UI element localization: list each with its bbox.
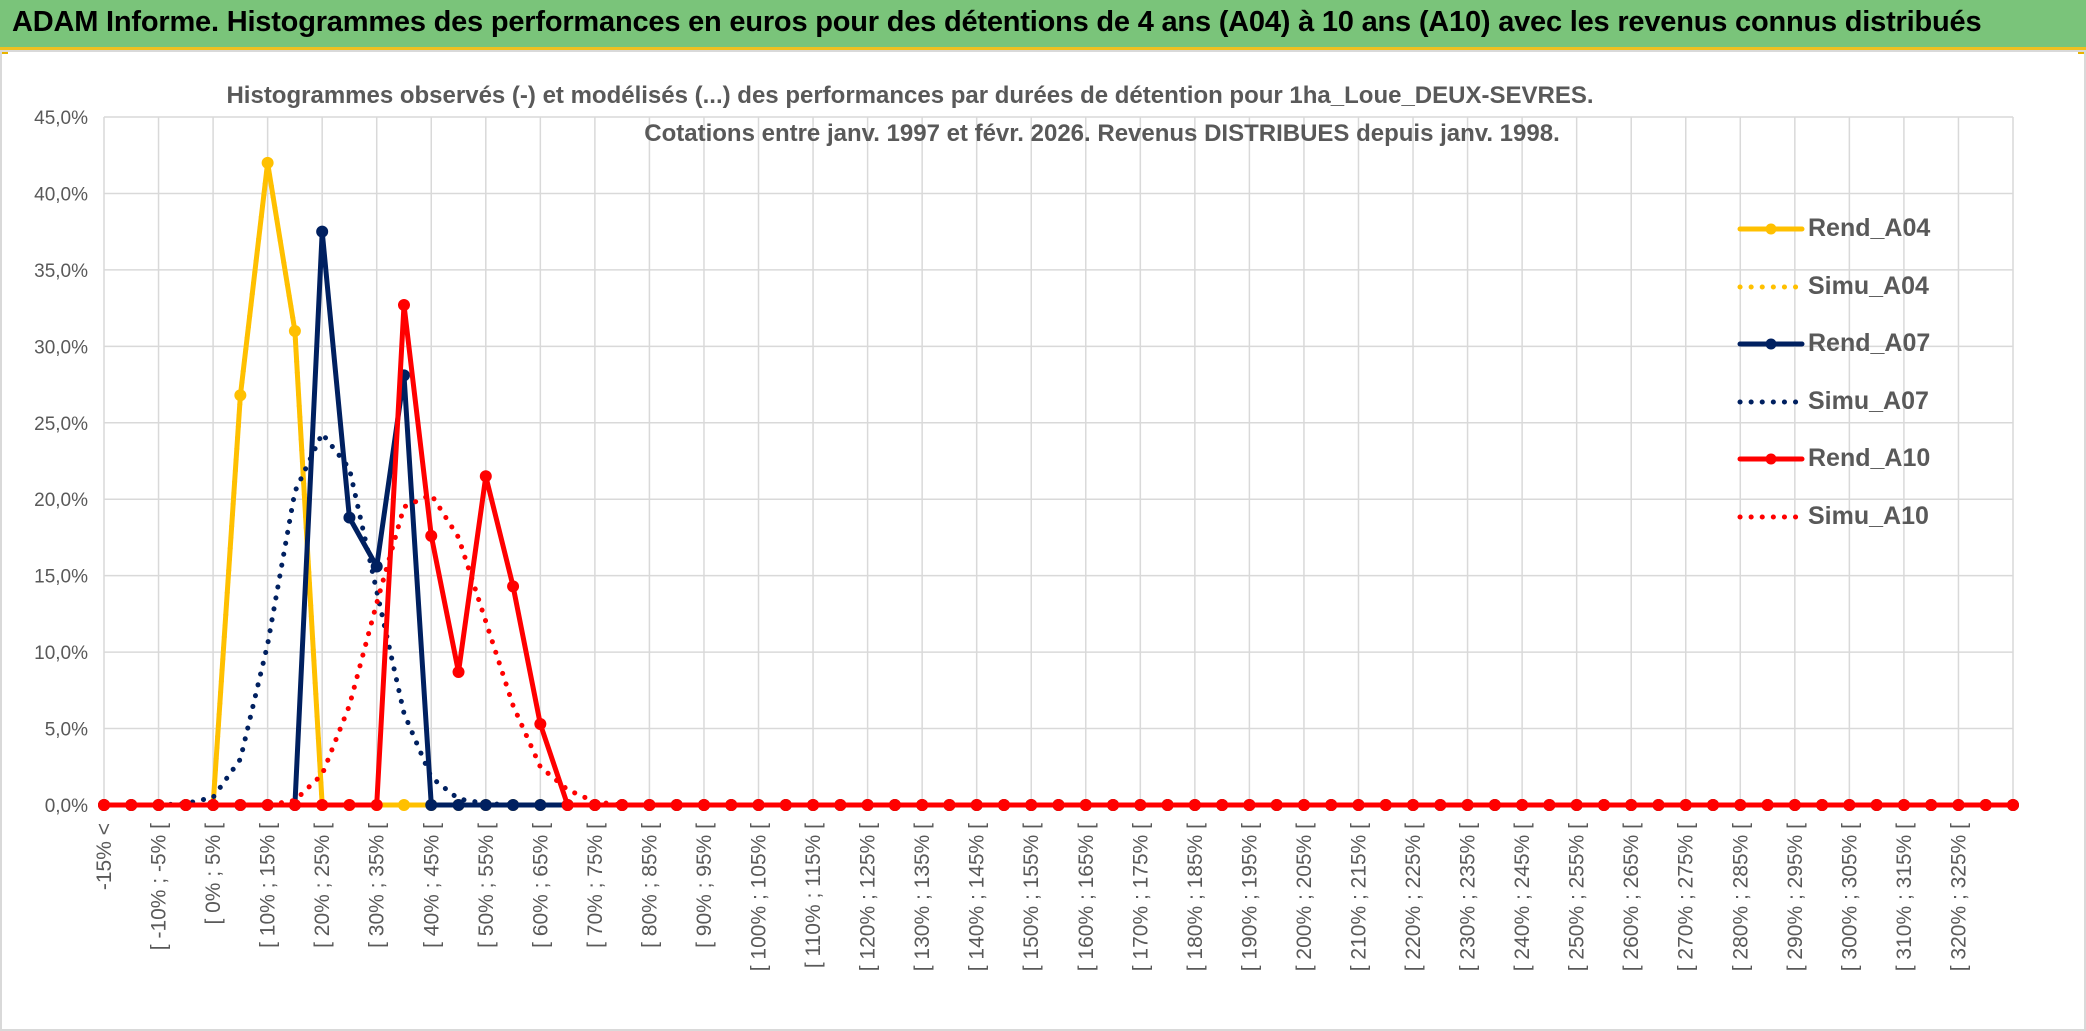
x-tick-label: [ 120% ; 125% [ [857, 823, 880, 971]
x-tick-label: [ -10% ; -5% [ [148, 823, 171, 950]
series-line-simu-a07 [101, 431, 2016, 808]
y-tick-label: 0,0% [45, 796, 88, 817]
legend-swatch [1737, 223, 1805, 235]
x-tick-label: [ 140% ; 145% [ [966, 823, 989, 971]
data-point [2007, 799, 2019, 811]
series-line-rend-a10 [101, 302, 2016, 808]
x-tick-label: [ 70% ; 75% [ [584, 823, 607, 948]
legend-item: Rend_A04 [1730, 200, 1970, 258]
x-tick-label: [ 220% ; 225% [ [1402, 823, 1425, 971]
data-point [316, 225, 329, 238]
legend-item: Simu_A07 [1730, 373, 1970, 431]
x-tick-label: [ 260% ; 265% [ [1620, 823, 1643, 971]
data-point [343, 511, 356, 524]
x-tick-label: [ 130% ; 135% [ [911, 823, 934, 971]
legend-marker [1765, 453, 1777, 465]
x-tick-label: [ 300% ; 305% [ [1838, 823, 1861, 971]
series-line-simu-a04 [101, 160, 2016, 808]
series-line-simu-a10 [101, 492, 2016, 808]
y-tick-label: 5,0% [45, 720, 88, 741]
x-tick-label: [ 200% ; 205% [ [1293, 823, 1316, 971]
x-tick-label: [ 90% ; 95% [ [693, 823, 716, 948]
legend-marker [1765, 338, 1777, 350]
chart-title-line-2: Cotations entre janv. 1997 et févr. 2026… [644, 120, 1560, 147]
x-tick-label: [ 20% ; 25% [ [311, 823, 334, 948]
legend-item: Simu_A04 [1730, 258, 1970, 316]
data-point [425, 799, 438, 811]
chart-title-line-1: Histogrammes observés (-) et modélisés (… [226, 82, 1594, 109]
legend-swatch [1737, 514, 1805, 519]
y-tick-label: 10,0% [34, 643, 88, 664]
y-tick-label: 15,0% [34, 567, 88, 588]
x-tick-label: [ 210% ; 215% [ [1347, 823, 1370, 971]
y-tick-label: 20,0% [34, 490, 88, 511]
x-tick-label: [ 240% ; 245% [ [1511, 823, 1534, 971]
corner-mark-right [2078, 50, 2086, 54]
data-point [343, 799, 356, 811]
x-tick-label: [ 310% ; 315% [ [1893, 823, 1916, 971]
x-tick-label: [ 170% ; 175% [ [1129, 823, 1152, 971]
x-tick-label: [ 100% ; 105% [ [748, 823, 771, 971]
x-tick-label: [ 110% ; 115% [ [802, 823, 825, 968]
data-point [425, 529, 438, 542]
x-tick-label: [ 230% ; 235% [ [1457, 823, 1480, 971]
x-tick-label: [ 30% ; 35% [ [366, 823, 389, 948]
x-tick-label: [ 320% ; 325% [ [1947, 823, 1970, 971]
data-point [479, 470, 492, 483]
corner-mark-left [0, 50, 8, 54]
x-tick-label: [ 50% ; 55% [ [475, 823, 498, 948]
data-point [370, 799, 383, 811]
data-point [316, 799, 329, 811]
legend-label: Rend_A07 [1808, 329, 1931, 357]
x-tick-label: [ 180% ; 185% [ [1184, 823, 1207, 971]
legend-item: Rend_A07 [1730, 315, 1970, 373]
x-tick-label: [ 280% ; 285% [ [1729, 823, 1752, 971]
y-tick-label: 40,0% [34, 184, 88, 205]
data-point [561, 799, 574, 811]
data-point [370, 560, 383, 573]
legend-swatch [1737, 284, 1805, 289]
x-tick-label: [ 190% ; 195% [ [1238, 823, 1261, 971]
legend-swatch [1737, 453, 1805, 465]
legend-item: Simu_A10 [1730, 488, 1970, 546]
x-tick-label: [ 160% ; 165% [ [1075, 823, 1098, 971]
data-point [452, 799, 465, 811]
legend-swatch [1737, 338, 1805, 350]
data-point [1379, 799, 1392, 811]
legend-label: Rend_A10 [1808, 444, 1931, 472]
y-tick-label: 30,0% [34, 337, 88, 358]
legend-label: Simu_A07 [1808, 386, 1929, 415]
legend-label: Simu_A04 [1808, 271, 1929, 300]
chart-legend: Rend_A04 Simu_A04 Rend_A07 Simu_A07 Rend_A10… [1730, 200, 1970, 545]
y-tick-label: 25,0% [34, 414, 88, 435]
x-tick-label: [ 80% ; 85% [ [638, 823, 661, 948]
data-point [397, 299, 410, 312]
legend-marker [1765, 223, 1777, 235]
y-tick-label: 45,0% [34, 108, 88, 129]
y-tick-label: 35,0% [34, 261, 88, 282]
x-tick-label: [ 10% ; 15% [ [257, 823, 280, 948]
legend-item: Rend_A10 [1730, 430, 1970, 488]
x-tick-label: [ 270% ; 275% [ [1675, 823, 1698, 971]
chart-frame [0, 50, 2086, 1031]
legend-swatch [1737, 399, 1805, 404]
data-point [534, 717, 547, 730]
data-point [752, 799, 765, 811]
report-title: ADAM Informe. Histogrammes des performan… [12, 6, 1982, 38]
x-tick-label: [ 250% ; 255% [ [1566, 823, 1589, 971]
data-point [452, 665, 465, 678]
x-tick-label: [ 60% ; 65% [ [529, 823, 552, 948]
report-banner: ADAM Informe. Histogrammes des performan… [0, 0, 2086, 50]
legend-label: Simu_A10 [1808, 501, 1929, 530]
x-tick-label: [ 40% ; 45% [ [420, 823, 443, 948]
x-tick-label: -15% < [93, 823, 116, 890]
data-point [1707, 799, 1720, 811]
x-tick-label: [ 150% ; 155% [ [1020, 823, 1043, 971]
legend-label: Rend_A04 [1808, 214, 1931, 242]
x-tick-label: [ 290% ; 295% [ [1784, 823, 1807, 971]
x-tick-label: [ 0% ; 5% [ [202, 823, 225, 925]
data-point [507, 580, 520, 593]
